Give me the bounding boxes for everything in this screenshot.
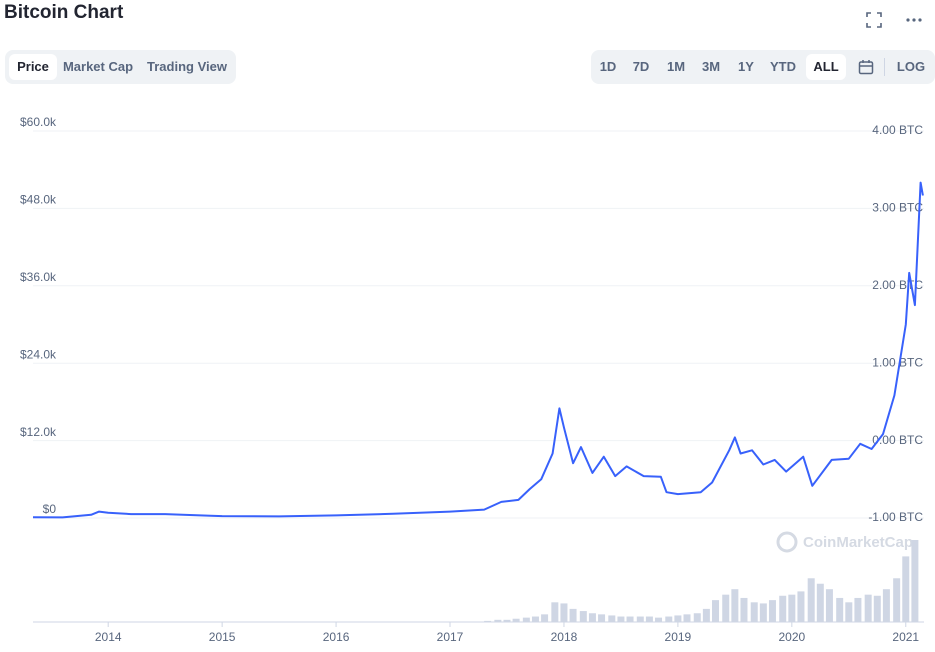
volume-bar [882,589,890,622]
volume-bar [750,602,758,622]
toolbar-icons[interactable] [864,10,934,30]
price-line [32,181,924,519]
volume-bar [522,617,530,622]
volume-bar [797,591,805,622]
volume-bar [816,583,824,622]
volume-bar [845,602,853,622]
volume-bar [626,616,634,622]
volume-bar [674,615,682,622]
y2-tick-label: 1.00 BTC [872,355,923,369]
y-tick-label: $60.0k [20,115,57,129]
volume-bar [531,616,539,622]
y2-tick-label: -1.00 BTC [868,510,923,524]
volume-bar [617,616,625,622]
range-button[interactable]: 1Y [738,59,754,74]
volume-bar [807,578,815,622]
volume-bar [911,540,919,622]
volume-bar [825,589,833,622]
volume-bar [731,589,739,622]
volume-bar [541,614,549,622]
x-tick-label: 2016 [323,630,350,644]
volume-bar [579,611,587,622]
y-tick-label: $24.0k [20,347,57,361]
volume-bar [788,594,796,622]
volume-bar [740,597,748,622]
volume-bar [873,595,881,622]
volume-bar [503,619,511,622]
volume-bar [711,600,719,622]
volume-bar [598,614,606,622]
x-tick-label: 2015 [209,630,236,644]
volume-bar [722,594,730,622]
volume-bar [608,615,616,622]
volume-bar [683,614,691,622]
volume-bar [551,602,559,622]
volume-bar [893,578,901,622]
volume-bar [569,608,577,622]
volume-bar [560,603,568,622]
volume-bar [588,613,596,622]
volume-bar [494,619,502,622]
y2-tick-label: 3.00 BTC [872,201,923,215]
tab[interactable]: Trading View [147,59,227,74]
volume-bar [768,600,776,622]
y2-tick-label: 4.00 BTC [872,123,923,137]
range-button[interactable]: YTD [770,59,796,74]
x-tick-label: 2018 [551,630,578,644]
volume-bar [484,620,492,622]
volume-bar [702,608,710,622]
y-tick-label: $0 [43,502,57,516]
watermark-logo [776,531,798,553]
watermark: CoinMarketCap [803,534,913,551]
range-group: 1D 7D 1M 3M 1Y YTD ALL LOG [591,50,935,84]
x-tick-label: 2021 [892,630,919,644]
volume-bar [665,616,673,622]
volume-bar [779,595,787,622]
volume-bar [645,616,653,622]
log-button[interactable]: LOG [896,59,926,74]
calendar-icon[interactable] [858,59,874,75]
range-button[interactable]: 1D [599,59,617,74]
y-tick-label: $12.0k [20,425,57,439]
x-tick-label: 2017 [437,630,464,644]
volume-bar [693,613,701,622]
volume-bar [902,556,910,622]
page-title: Bitcoin Chart [4,2,124,23]
x-tick-label: 2014 [95,630,122,644]
volume-bar [759,603,767,622]
volume-bar [636,616,644,622]
y-tick-label: $36.0k [20,270,57,284]
y2-tick-label: 0.00 BTC [872,433,923,447]
y-tick-label: $48.0k [20,193,57,207]
volume-bar [854,597,862,622]
tab[interactable]: Market Cap [62,59,134,74]
x-tick-label: 2020 [778,630,805,644]
volume-bar [836,597,844,622]
volume-bar [864,594,872,622]
range-button[interactable]: 1M [666,59,686,74]
volume-bar [512,618,520,622]
volume-bar [655,617,663,622]
tab[interactable]: Price [9,54,57,80]
tab-group: Price Market Cap Trading View [5,50,236,84]
range-button[interactable]: 3M [701,59,721,74]
range-button[interactable]: ALL [806,54,846,80]
x-tick-label: 2019 [665,630,692,644]
range-button[interactable]: 7D [632,59,650,74]
